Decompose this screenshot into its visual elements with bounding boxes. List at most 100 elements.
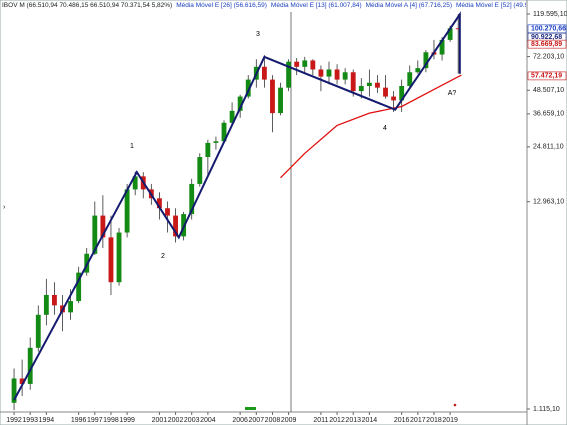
header-item: Média Móvel A [4] (67.716,25) bbox=[365, 2, 452, 9]
x-tick-label: 2013 bbox=[345, 417, 361, 424]
candle-body bbox=[358, 85, 364, 92]
x-tick-label: 2016 bbox=[394, 417, 410, 424]
candle-body bbox=[197, 157, 203, 184]
candle-body bbox=[415, 68, 421, 73]
price-label: 90.922,68 bbox=[531, 34, 562, 41]
candle-body bbox=[391, 96, 397, 101]
wave-label: 1 bbox=[130, 143, 134, 150]
candle-body bbox=[189, 183, 195, 215]
x-tick-label: 2001 bbox=[152, 417, 168, 424]
candle-body bbox=[286, 61, 292, 88]
candle-body bbox=[326, 69, 332, 77]
y-tick-label: 48.507,10 bbox=[533, 87, 564, 94]
candle-body bbox=[92, 215, 98, 254]
candle-body bbox=[366, 82, 372, 86]
price-label: 100.270,66 bbox=[531, 26, 566, 33]
candle-body bbox=[156, 198, 162, 209]
y-tick-label: 1.115,10 bbox=[533, 406, 560, 413]
header-item: Média Móvel E [13] (61.007,84) bbox=[270, 2, 362, 9]
x-tick-label: 1994 bbox=[39, 417, 55, 424]
x-tick-label: 1996 bbox=[71, 417, 87, 424]
volume-marker bbox=[245, 407, 256, 410]
candle-body bbox=[43, 294, 49, 315]
y-tick-label: 72.203,10 bbox=[533, 53, 564, 60]
candle-body bbox=[229, 110, 235, 123]
side-arrow[interactable]: › bbox=[3, 204, 6, 211]
x-tick-label: 2007 bbox=[249, 417, 265, 424]
header-item: Média Móvel E [26] (56.616,59) bbox=[176, 2, 267, 9]
candle-body bbox=[124, 189, 130, 233]
candle-body bbox=[52, 294, 57, 306]
candle-body bbox=[35, 314, 41, 348]
candle-body bbox=[350, 72, 356, 92]
candle-body bbox=[423, 52, 429, 69]
wave-label: A? bbox=[448, 90, 457, 97]
x-tick-label: 1992 bbox=[6, 417, 22, 424]
price-label: 83.669,89 bbox=[531, 41, 562, 48]
x-tick-label: 1997 bbox=[87, 417, 103, 424]
y-tick-label: 36.659,10 bbox=[533, 111, 564, 118]
candle-body bbox=[11, 378, 17, 403]
candle-body bbox=[165, 208, 170, 216]
chart-header: IBOV M (66.510,94 70.486,15 66.510,94 70… bbox=[2, 0, 526, 11]
candle-body bbox=[270, 79, 275, 114]
candle-body bbox=[116, 232, 122, 283]
candle-body bbox=[399, 85, 405, 101]
x-tick-label: 2019 bbox=[442, 417, 458, 424]
candle-body bbox=[334, 69, 340, 80]
candle-body bbox=[173, 215, 178, 237]
x-tick-label: 1999 bbox=[119, 417, 135, 424]
wave-line bbox=[13, 11, 461, 401]
candle-body bbox=[221, 122, 227, 142]
candle-body bbox=[76, 272, 82, 302]
x-tick-label: 2008 bbox=[265, 417, 281, 424]
candle-body bbox=[455, 28, 461, 30]
x-tick-label: 2012 bbox=[329, 417, 345, 424]
x-tick-label: 2002 bbox=[168, 417, 184, 424]
candle-body bbox=[439, 39, 445, 55]
x-tick-label: 2009 bbox=[281, 417, 297, 424]
candle-body bbox=[68, 301, 74, 313]
candle-body bbox=[261, 66, 267, 80]
y-tick-label: 24.811,10 bbox=[533, 144, 564, 151]
candle-body bbox=[19, 378, 25, 384]
signal-dot bbox=[453, 403, 457, 407]
wave-label: 3 bbox=[256, 31, 260, 38]
x-tick-label: 2011 bbox=[313, 417, 328, 424]
candle-body bbox=[294, 61, 300, 67]
x-tick-label: 2017 bbox=[410, 417, 426, 424]
candle-body bbox=[278, 87, 283, 114]
x-tick-label: 2006 bbox=[232, 417, 248, 424]
x-tick-label: 2018 bbox=[426, 417, 442, 424]
candle-body bbox=[310, 60, 316, 70]
header-item: IBOV M (66.510,94 70.486,15 66.510,94 70… bbox=[2, 2, 173, 9]
candle-body bbox=[27, 347, 33, 384]
candle-body bbox=[100, 215, 106, 238]
candle-body bbox=[108, 237, 114, 283]
y-tick-label: 12.963,10 bbox=[533, 199, 564, 206]
candle-body bbox=[407, 72, 413, 86]
candle-body bbox=[245, 79, 251, 97]
price-label-box bbox=[527, 39, 567, 49]
price-label: 57.472,19 bbox=[531, 73, 562, 80]
candle-body bbox=[447, 28, 453, 40]
wave-label: 2 bbox=[161, 253, 165, 260]
x-tick-label: 1993 bbox=[22, 417, 38, 424]
x-tick-label: 2014 bbox=[362, 417, 378, 424]
wave-label: 4 bbox=[383, 125, 387, 132]
candle-body bbox=[213, 141, 219, 143]
candle-body bbox=[383, 87, 388, 97]
moving-average-line bbox=[280, 74, 462, 179]
y-tick-label: 119.595,10 bbox=[533, 11, 567, 18]
x-tick-label: 2003 bbox=[184, 417, 200, 424]
candle-body bbox=[132, 176, 138, 190]
x-tick-label: 1998 bbox=[103, 417, 119, 424]
candle-body bbox=[342, 72, 348, 80]
x-tick-label: 2004 bbox=[200, 417, 216, 424]
candle-body bbox=[237, 96, 243, 111]
candle-body bbox=[375, 82, 380, 88]
candle-body bbox=[302, 60, 308, 67]
candle-body bbox=[318, 69, 324, 77]
